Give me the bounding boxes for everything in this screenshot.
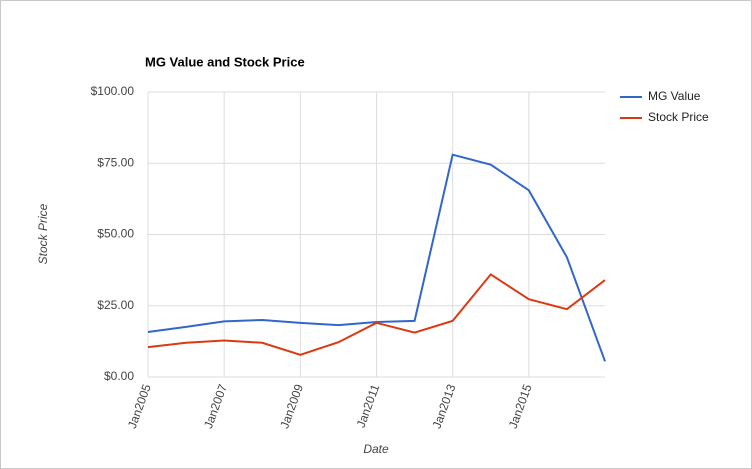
series-line (147, 273, 606, 356)
legend-label: Stock Price (648, 110, 709, 124)
y-tick-label: $75.00 (97, 155, 134, 169)
y-tick-label: $0.00 (104, 369, 134, 383)
y-tick-label: $50.00 (97, 227, 134, 241)
y-tick-label: $25.00 (97, 298, 134, 312)
y-tick-label: $100.00 (91, 84, 135, 98)
y-axis-label: Stock Price (36, 203, 50, 264)
legend-label: MG Value (648, 89, 701, 103)
chart-title: MG Value and Stock Price (145, 54, 305, 69)
x-axis-label: Date (363, 442, 389, 456)
